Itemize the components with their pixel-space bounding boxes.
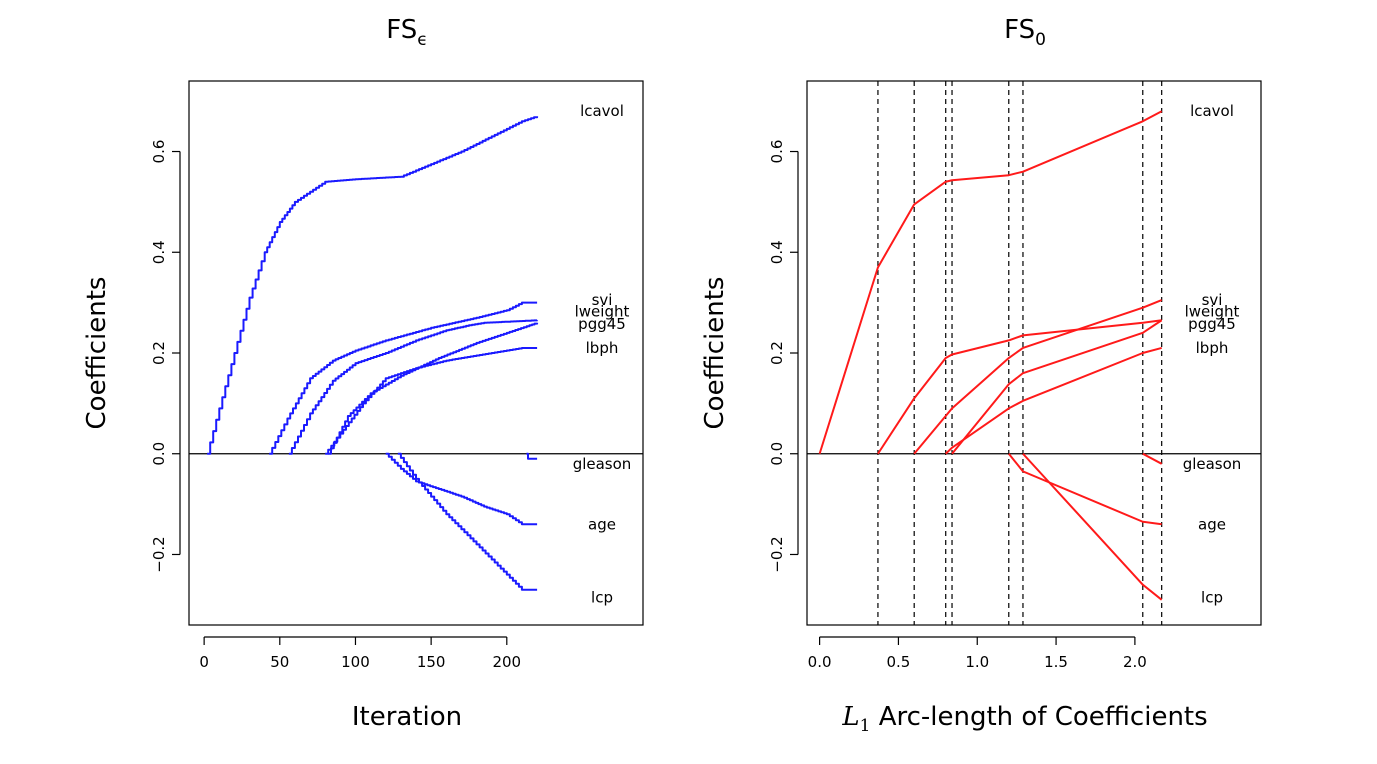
y-tick-label: 0.2 bbox=[768, 341, 786, 365]
series-label-lcavol: lcavol bbox=[1190, 102, 1234, 120]
series-line-svi bbox=[913, 299, 1163, 455]
series-label-svi: svi bbox=[1202, 291, 1223, 309]
x-axis-title-text: Arc-length of Coefficients bbox=[879, 702, 1208, 732]
series-line-lweight bbox=[288, 319, 539, 455]
series-line-lcavol bbox=[207, 116, 539, 455]
series-label-gleason: gleason bbox=[573, 455, 632, 473]
series-line-pgg45 bbox=[951, 319, 1163, 455]
series-line-gleason bbox=[1142, 452, 1163, 465]
x-tick-label: 0.5 bbox=[887, 653, 911, 671]
x-tick-label: 2.0 bbox=[1123, 653, 1147, 671]
x-axis-title-text: Iteration bbox=[352, 702, 462, 732]
x-axis-title: L1 Arc-length of Coefficients bbox=[841, 702, 1207, 736]
y-tick-label: 0.4 bbox=[150, 240, 168, 264]
x-tick-label: 0.0 bbox=[808, 653, 832, 671]
y-tick-label: −0.2 bbox=[768, 536, 786, 572]
series-line-gleason bbox=[526, 452, 538, 460]
x-axis-title-sub: 1 bbox=[860, 716, 871, 736]
plot-frame bbox=[188, 80, 644, 626]
series-line-lcavol bbox=[818, 110, 1163, 455]
series-label-lcp: lcp bbox=[1201, 588, 1223, 606]
series-line-lbph bbox=[325, 347, 538, 455]
x-tick-label: 150 bbox=[417, 653, 446, 671]
series-line-pgg45 bbox=[328, 322, 539, 455]
series-line-lbph bbox=[945, 346, 1162, 455]
x-tick-label: 100 bbox=[341, 653, 370, 671]
y-tick-label: −0.2 bbox=[150, 536, 168, 572]
series-label-svi: svi bbox=[592, 291, 613, 309]
series-line-svi bbox=[269, 301, 538, 455]
x-tick-label: 50 bbox=[270, 653, 289, 671]
y-axis-title: Coefficients bbox=[700, 277, 730, 430]
series-label-lbph: lbph bbox=[586, 339, 619, 357]
x-tick-label: 200 bbox=[492, 653, 521, 671]
series-label-pgg45: pgg45 bbox=[1188, 315, 1236, 333]
panel-title: FSϵ bbox=[386, 15, 427, 50]
y-tick-label: 0.6 bbox=[150, 140, 168, 164]
panel-title-subscript: 0 bbox=[1035, 30, 1046, 50]
series-line-lcp bbox=[397, 452, 538, 591]
series-label-lcavol: lcavol bbox=[580, 102, 624, 120]
series-line-lweight bbox=[877, 319, 1162, 455]
x-axis-title: Iteration bbox=[352, 702, 462, 732]
series-line-lcp bbox=[1022, 453, 1163, 601]
series-label-lbph: lbph bbox=[1196, 339, 1229, 357]
series-label-lweight: lweight bbox=[1185, 303, 1240, 321]
y-axis-title: Coefficients bbox=[82, 277, 112, 430]
panel-title-main: FS bbox=[1004, 15, 1035, 45]
panel-fs-epsilon: FSϵ 0 50 100 150 200 −0.2 0.0 0.2 0.4 0.6 Coefficie… bbox=[82, 15, 644, 732]
panel-title-subscript: ϵ bbox=[417, 30, 427, 50]
series-label-age: age bbox=[1198, 515, 1226, 533]
y-tick-label: 0.2 bbox=[150, 341, 168, 365]
panel-title-main: FS bbox=[386, 15, 417, 45]
x-axis-title-var: L bbox=[841, 702, 859, 732]
panel-title: FS0 bbox=[1004, 15, 1046, 50]
series-label-gleason: gleason bbox=[1183, 455, 1242, 473]
panel-fs-zero: FS0 0.0 0.5 1.0 1.5 2.0 −0.2 0.0 0.2 0.4 0.6 Coeffi… bbox=[700, 15, 1262, 736]
series-label-pgg45: pgg45 bbox=[578, 315, 626, 333]
y-tick-label: 0.6 bbox=[768, 140, 786, 164]
y-tick-label: 0.4 bbox=[768, 240, 786, 264]
series-label-lcp: lcp bbox=[591, 588, 613, 606]
x-axis-title-spacer bbox=[870, 702, 878, 732]
series-label-lweight: lweight bbox=[575, 303, 630, 321]
series-line-age bbox=[1008, 453, 1162, 526]
series-label-age: age bbox=[588, 515, 616, 533]
y-tick-label: 0.0 bbox=[150, 442, 168, 466]
plot-frame bbox=[806, 80, 1262, 626]
series-line-age bbox=[385, 452, 538, 526]
x-tick-label: 0 bbox=[199, 653, 209, 671]
y-tick-label: 0.0 bbox=[768, 442, 786, 466]
x-tick-label: 1.5 bbox=[1044, 653, 1068, 671]
x-tick-label: 1.0 bbox=[965, 653, 989, 671]
